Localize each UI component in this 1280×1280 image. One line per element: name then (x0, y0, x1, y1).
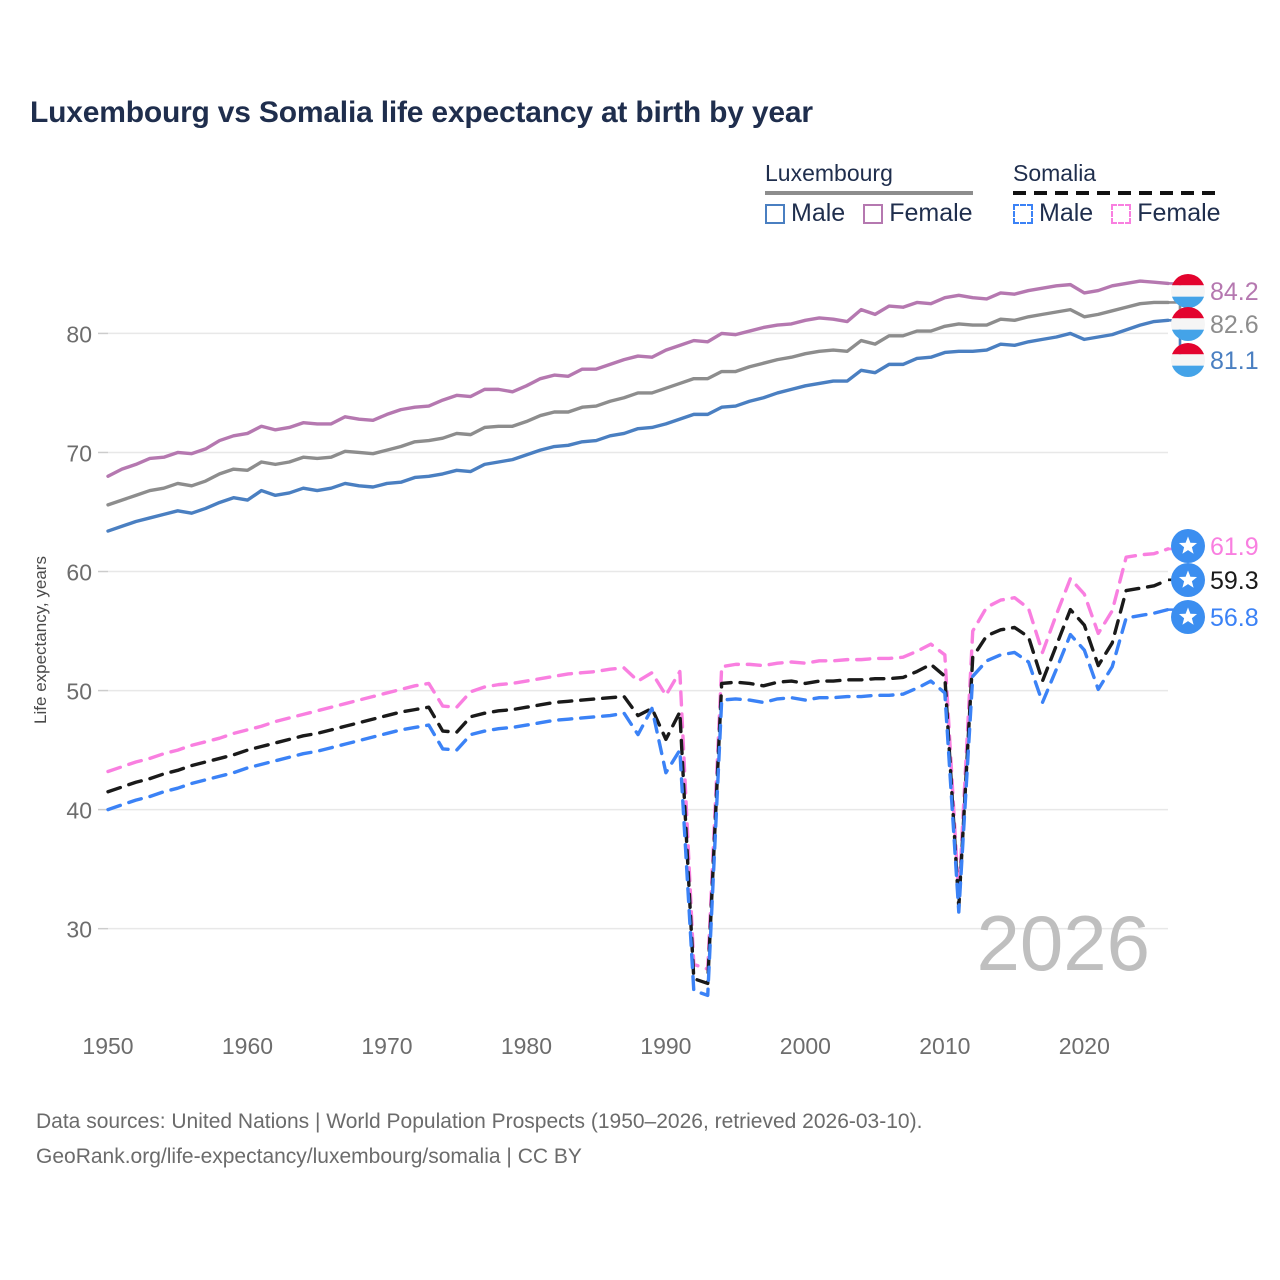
x-axis-tick-label: 1960 (222, 1033, 273, 1059)
end-label-value: 59.3 (1210, 567, 1259, 595)
luxembourg-flag-icon (1171, 307, 1205, 341)
y-axis-tick-label: 60 (66, 560, 92, 586)
legend-group-somalia: Somalia Male Female (1013, 160, 1221, 226)
x-axis-tick-label: 1980 (501, 1033, 552, 1059)
y-axis-title: Life expectancy, years (31, 556, 50, 724)
y-axis-tick-label: 50 (66, 679, 92, 705)
grid-lines (108, 332, 1168, 930)
end-label: 59.3 (1171, 563, 1259, 597)
line-chart: 30 40 50 60 70 80 1950 1960 1970 1980 1990 2000 201… (31, 274, 1259, 1059)
y-axis-ticks: 30 40 50 60 70 80 (66, 321, 108, 943)
end-label-value: 82.6 (1210, 311, 1259, 339)
series-line (106, 607, 1170, 998)
luxembourg-flag-icon (1171, 343, 1205, 377)
legend-item-label: Female (1137, 199, 1221, 227)
x-axis-tick-label: 2020 (1059, 1033, 1110, 1059)
legend-item-somalia-female[interactable]: Female (1111, 199, 1221, 227)
legend-swatch-icon (863, 203, 884, 224)
footer-line-sources: Data sources: United Nations | World Pop… (36, 1110, 923, 1133)
y-axis-tick-label: 70 (66, 440, 92, 466)
footer: Data sources: United Nations | World Pop… (36, 1104, 1236, 1174)
star-icon (1178, 570, 1198, 588)
legend-item-luxembourg-female[interactable]: Female (863, 199, 973, 227)
end-label: 84.2 (1171, 274, 1259, 308)
series-line (106, 547, 1170, 971)
luxembourg-flag-icon (1171, 274, 1205, 308)
footer-line-attribution: GeoRank.org/life-expectancy/luxembourg/s… (36, 1145, 582, 1168)
y-axis-tick-label: 80 (66, 321, 92, 347)
legend-swatch-icon (1111, 203, 1132, 224)
legend-item-luxembourg-male[interactable]: Male (765, 201, 845, 226)
legend-item-label: Male (1039, 199, 1094, 227)
legend-rule-dashed (1013, 191, 1221, 195)
series-line (106, 578, 1170, 986)
y-axis-tick-label: 40 (66, 798, 92, 824)
end-label-value: 81.1 (1210, 347, 1259, 375)
legend-swatch-icon (765, 203, 785, 224)
star-icon (1178, 536, 1198, 554)
legend-group-label-somalia: Somalia (1013, 160, 1097, 186)
x-axis-tick-label: 1990 (640, 1033, 691, 1059)
end-label-value: 61.9 (1210, 533, 1259, 561)
page-title: Luxembourg vs Somalia life expectancy at… (30, 96, 813, 129)
x-axis-tick-label: 1970 (361, 1033, 412, 1059)
series-line (106, 300, 1170, 507)
legend-item-label: Male (791, 199, 846, 227)
end-labels: 84.2 82.6 81.1 61.9 59.3 56.8 (1168, 274, 1259, 634)
legend-rule-solid (765, 191, 973, 195)
x-axis-tick-label: 2000 (780, 1033, 831, 1059)
end-label: 81.1 (1171, 343, 1259, 377)
end-label-value: 84.2 (1210, 278, 1259, 306)
legend-item-label: Female (889, 199, 973, 227)
legend: Luxembourg Male Female Somalia Male (755, 160, 1255, 240)
legend-group-luxembourg: Luxembourg Male Female (765, 160, 973, 226)
end-label: 82.6 (1171, 307, 1259, 341)
end-label-value: 56.8 (1210, 604, 1259, 632)
star-icon (1178, 607, 1198, 625)
y-axis-tick-label: 30 (66, 917, 92, 943)
series-lines (106, 279, 1170, 998)
legend-swatch-icon (1013, 203, 1033, 224)
x-axis-ticks: 1950 1960 1970 1980 1990 2000 2010 2020 (82, 1033, 1109, 1059)
end-label: 61.9 (1171, 529, 1259, 563)
x-axis-tick-label: 2010 (919, 1033, 970, 1059)
x-axis-tick-label: 1950 (82, 1033, 133, 1059)
legend-group-label-luxembourg: Luxembourg (765, 160, 893, 186)
legend-item-somalia-male[interactable]: Male (1013, 201, 1093, 226)
series-line (106, 318, 1170, 533)
end-label: 56.8 (1171, 600, 1259, 634)
series-line (106, 279, 1170, 478)
year-watermark: 2026 (976, 899, 1150, 987)
